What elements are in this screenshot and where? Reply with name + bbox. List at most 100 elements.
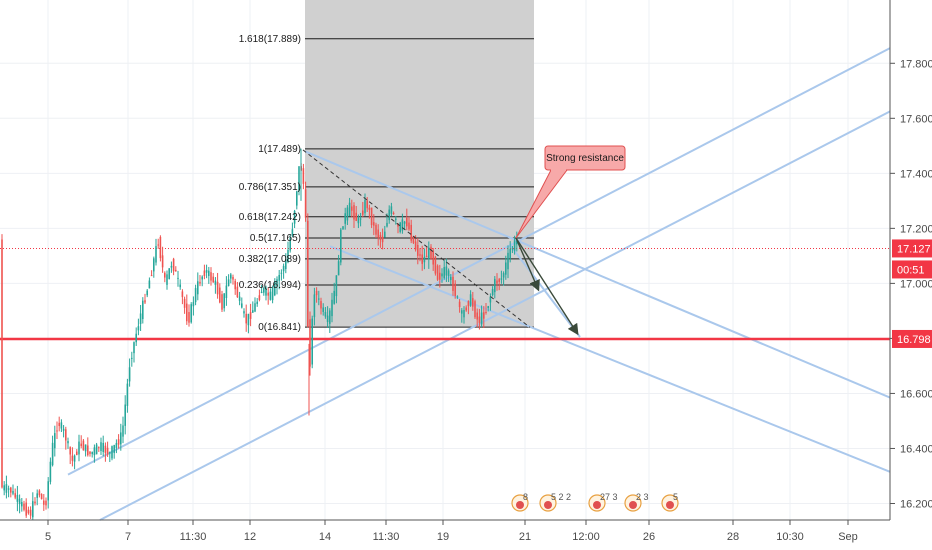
event-markers: 8 5 2 2 27 3 2 3 5: [511, 492, 679, 512]
candle-body: [269, 291, 272, 300]
candle-body: [181, 291, 184, 298]
candle-body: [62, 428, 65, 431]
candle-body: [430, 246, 432, 260]
candle-body: [258, 295, 261, 300]
candle-body: [298, 166, 300, 191]
candle-body: [463, 310, 465, 318]
candle-body: [98, 447, 100, 449]
price-badge: 16.798: [892, 329, 932, 348]
candle-body: [381, 236, 384, 243]
candle-body: [131, 357, 133, 359]
candle-body: [111, 446, 113, 459]
candle-body: [230, 274, 232, 279]
candle-body: [126, 383, 129, 406]
candle-body: [18, 498, 21, 505]
candle-body: [447, 270, 450, 277]
candle-body: [144, 300, 146, 303]
y-tick-label: 17.200: [900, 223, 932, 235]
candle-body: [478, 316, 481, 323]
channel-line: [509, 244, 581, 338]
y-axis[interactable]: 16.20016.40016.60016.80017.00017.20017.4…: [890, 58, 932, 510]
candle-body: [87, 445, 89, 456]
fib-level-label: 0.618(17.242): [239, 212, 301, 223]
candle-body: [392, 213, 395, 215]
candle-body: [320, 301, 322, 309]
event-marker[interactable]: 8: [511, 492, 529, 512]
candle-body: [219, 287, 221, 303]
candle-body: [436, 265, 439, 280]
candle-body: [47, 481, 49, 501]
candle-body: [212, 276, 214, 283]
candle-body: [403, 221, 406, 224]
x-tick-label: 14: [319, 531, 331, 543]
flag-icon: [516, 501, 524, 509]
candle-body: [263, 287, 265, 293]
callout-joint: [551, 168, 566, 171]
candle-body: [56, 430, 58, 432]
drawings: [302, 149, 579, 336]
candle-body: [197, 281, 199, 295]
candle-body: [511, 248, 514, 250]
candle-body: [29, 509, 32, 516]
x-axis[interactable]: 5 7 11:30 12 14 11:30 19 21 12:00 26 28 10:30 Sep: [45, 520, 858, 543]
event-marker[interactable]: 27 3: [588, 492, 618, 512]
price-badge-label: 16.798: [897, 334, 931, 346]
candle-body: [452, 276, 454, 291]
candle-body: [223, 293, 225, 309]
candle-body: [225, 285, 228, 299]
fib-level-label: 0.236(16.994): [239, 280, 301, 291]
candle-body: [516, 240, 518, 245]
candle-body: [469, 294, 472, 306]
channel-line: [99, 110, 891, 521]
candle-body: [221, 294, 223, 310]
candle-body: [480, 312, 483, 325]
candle-body: [293, 210, 296, 224]
candle-body: [443, 267, 445, 279]
candle-body: [318, 298, 320, 300]
candle-body: [410, 224, 412, 241]
candle-body: [260, 291, 263, 294]
candle-body: [249, 312, 252, 319]
candle-body: [38, 490, 41, 496]
candle-body: [161, 255, 164, 268]
candle-body: [502, 273, 505, 278]
candle-body: [117, 439, 120, 445]
candle-body: [49, 461, 52, 482]
y-tick-label: 17.000: [900, 278, 932, 290]
candle-body: [379, 234, 382, 241]
candle-body: [43, 500, 45, 505]
callout-text: Strong resistance: [546, 153, 624, 164]
candles: [1, 148, 518, 520]
candle-body: [133, 342, 135, 354]
candle-body: [395, 218, 397, 220]
candle-body: [366, 200, 368, 209]
channel-lines: [67, 47, 891, 521]
candle-body: [34, 501, 36, 504]
event-marker-label: 5: [673, 492, 678, 502]
flag-icon: [666, 501, 674, 509]
candle-body: [483, 312, 485, 319]
candle-body: [67, 441, 69, 444]
candle-body: [205, 270, 208, 273]
event-marker[interactable]: 2 3: [624, 492, 649, 512]
event-marker[interactable]: 5: [661, 492, 679, 512]
candle-body: [412, 236, 415, 243]
price-badge-label: 17.127: [897, 243, 931, 255]
candle-body: [120, 432, 122, 445]
candle-body: [491, 288, 494, 296]
callout: Strong resistance: [515, 145, 626, 239]
dashed-trend-line: [302, 149, 531, 328]
candle-body: [45, 500, 47, 506]
candle-body: [199, 281, 201, 284]
candle-body: [388, 209, 390, 221]
fib-level-label: 0.786(17.351): [239, 182, 301, 193]
candle-body: [489, 296, 492, 303]
candle-body: [456, 296, 459, 298]
candle-body: [476, 312, 478, 320]
candle-body: [419, 254, 421, 256]
candle-body: [32, 501, 34, 518]
x-tick-label: 12: [244, 531, 256, 543]
candle-body: [183, 298, 186, 308]
event-marker[interactable]: 5 2 2: [539, 492, 571, 512]
